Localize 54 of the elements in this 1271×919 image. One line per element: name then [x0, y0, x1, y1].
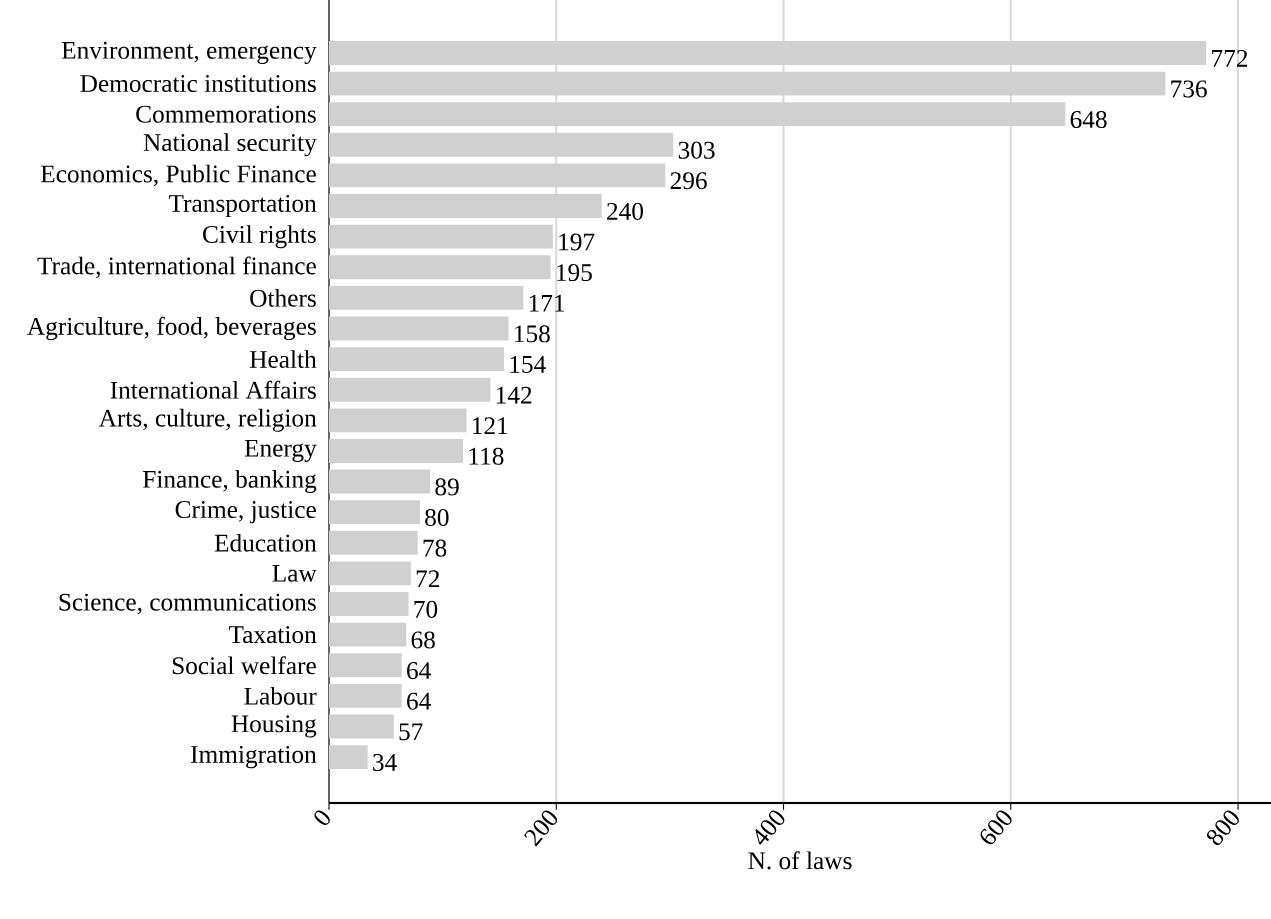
x-tick-label: 0 — [314, 810, 330, 826]
data-label: 303 — [678, 141, 715, 159]
y-tick-label: Social welfare — [172, 656, 316, 675]
y-tick-label: Science, communications — [59, 593, 316, 615]
data-label: 121 — [472, 417, 508, 435]
data-label: 80 — [425, 508, 449, 527]
y-tick-label: Law — [272, 564, 317, 582]
data-label: 68 — [411, 631, 435, 649]
x-tick-label: 800 — [1206, 810, 1239, 846]
y-tick-label: Housing — [231, 715, 317, 738]
y-tick-label: Civil rights — [203, 225, 316, 249]
y-tick-label: Agriculture, food, beverages — [27, 316, 316, 341]
data-label: 64 — [407, 692, 431, 710]
data-label: 57 — [399, 723, 423, 741]
data-label: 171 — [529, 294, 565, 312]
data-label: 158 — [515, 325, 550, 343]
x-tick-label: 600 — [980, 810, 1012, 845]
data-label: 772 — [1212, 49, 1248, 67]
y-tick-label: National security — [143, 133, 317, 157]
y-tick-label: Environment, emergency — [61, 41, 317, 65]
y-tick-label: Energy — [244, 439, 317, 462]
data-label: 142 — [496, 386, 532, 404]
data-label: 118 — [469, 447, 504, 465]
y-tick-label: Arts, culture, religion — [98, 408, 317, 432]
y-tick-label: Trade, international finance — [37, 256, 316, 279]
data-label: 89 — [435, 478, 459, 496]
y-tick-label: Crime, justice — [175, 501, 316, 524]
data-label: 64 — [407, 662, 431, 680]
data-label: 736 — [1171, 80, 1207, 98]
data-label: 296 — [670, 172, 707, 190]
data-label: 197 — [559, 233, 595, 251]
y-tick-label: Transportation — [168, 194, 317, 218]
data-label: 78 — [423, 539, 447, 557]
y-tick-label: Economics, Public Finance — [40, 164, 316, 187]
data-label: 648 — [1070, 110, 1107, 129]
x-tick-label: 400 — [755, 810, 785, 845]
x-axis-title: N. of laws — [748, 851, 852, 870]
x-tick-label: 200 — [524, 810, 558, 847]
y-tick-label: Education — [214, 533, 317, 552]
y-tick-label: Labour — [244, 686, 317, 705]
y-tick-label: Health — [249, 350, 317, 369]
y-tick-label: Immigration — [191, 745, 317, 769]
data-label: 240 — [607, 202, 644, 220]
y-tick-label: Finance, banking — [142, 470, 317, 494]
data-label: 195 — [557, 264, 592, 282]
y-tick-label: Others — [250, 288, 316, 307]
y-tick-label: Commemorations — [136, 105, 316, 123]
data-label: 34 — [373, 753, 397, 771]
data-label: 154 — [510, 355, 546, 373]
data-label: 70 — [414, 600, 438, 618]
y-tick-label: Democratic institutions — [80, 75, 316, 93]
y-tick-label: Taxation — [228, 626, 317, 644]
data-label: 72 — [416, 570, 440, 588]
y-tick-label: International Affairs — [110, 380, 316, 399]
